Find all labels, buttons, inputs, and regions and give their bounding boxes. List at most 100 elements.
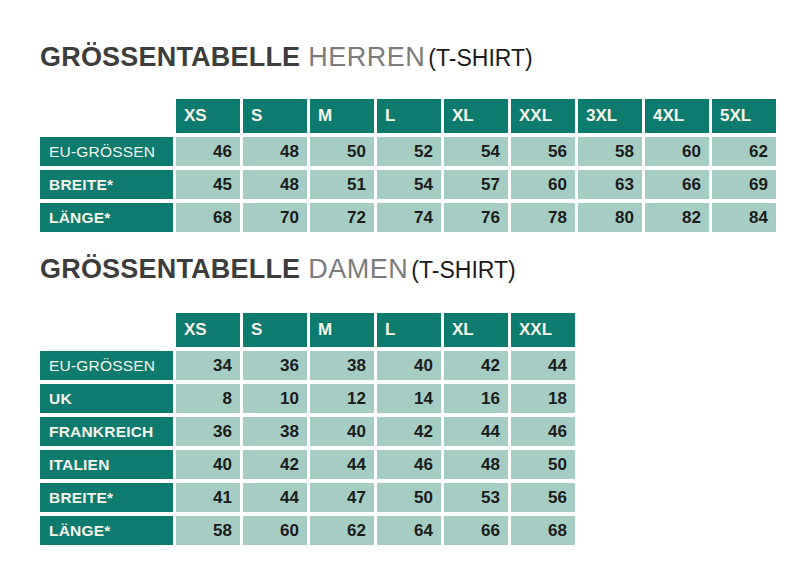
table-row-breite: BREITE* 45 48 51 54 57 60 63 66 69 xyxy=(40,170,776,199)
table-header-row: XS S M L XL XXL 3XL 4XL 5XL xyxy=(40,99,776,133)
table-header-row: XS S M L XL XXL xyxy=(40,313,575,347)
damen-size-table: XS S M L XL XXL EU-GRÖSSEN 34 36 38 40 4… xyxy=(40,313,575,549)
value-cell: 54 xyxy=(377,170,441,199)
value-cell: 68 xyxy=(176,203,240,232)
value-cell: 36 xyxy=(176,417,240,446)
table-row-italien: ITALIEN 40 42 44 46 48 50 xyxy=(40,450,575,479)
value-cell: 40 xyxy=(310,417,374,446)
value-cell: 12 xyxy=(310,384,374,413)
value-cell: 62 xyxy=(310,516,374,545)
row-label-cell: LÄNGE* xyxy=(40,516,173,545)
value-cell: 54 xyxy=(444,137,508,166)
value-cell: 10 xyxy=(243,384,307,413)
table-row-laenge: LÄNGE* 68 70 72 74 76 78 80 82 84 xyxy=(40,203,776,232)
value-cell: 57 xyxy=(444,170,508,199)
value-cell: 48 xyxy=(444,450,508,479)
value-cell: 84 xyxy=(712,203,776,232)
size-header-cell: M xyxy=(310,99,374,133)
title-category: HERREN xyxy=(308,42,425,72)
value-cell: 48 xyxy=(243,137,307,166)
row-label-cell: EU-GRÖSSEN xyxy=(40,137,173,166)
table-row-eu-groessen: EU-GRÖSSEN 46 48 50 52 54 56 58 60 62 xyxy=(40,137,776,166)
row-label-cell: FRANKREICH xyxy=(40,417,173,446)
value-cell: 47 xyxy=(310,483,374,512)
value-cell: 16 xyxy=(444,384,508,413)
size-header-cell: S xyxy=(243,313,307,347)
table-row-eu-groessen: EU-GRÖSSEN 34 36 38 40 42 44 xyxy=(40,351,575,380)
value-cell: 82 xyxy=(645,203,709,232)
value-cell: 76 xyxy=(444,203,508,232)
value-cell: 46 xyxy=(176,137,240,166)
title-product-type: (T-SHIRT) xyxy=(411,257,515,283)
size-header-cell: 3XL xyxy=(578,99,642,133)
value-cell: 41 xyxy=(176,483,240,512)
value-cell: 48 xyxy=(243,170,307,199)
value-cell: 70 xyxy=(243,203,307,232)
value-cell: 72 xyxy=(310,203,374,232)
value-cell: 34 xyxy=(176,351,240,380)
value-cell: 78 xyxy=(511,203,575,232)
value-cell: 42 xyxy=(377,417,441,446)
title-main: GRÖSSENTABELLE xyxy=(40,254,300,284)
value-cell: 50 xyxy=(377,483,441,512)
size-header-cell: L xyxy=(377,313,441,347)
row-label-cell: BREITE* xyxy=(40,483,173,512)
size-header-cell: XXL xyxy=(511,99,575,133)
table-row-frankreich: FRANKREICH 36 38 40 42 44 46 xyxy=(40,417,575,446)
size-header-cell: XL xyxy=(444,313,508,347)
value-cell: 44 xyxy=(444,417,508,446)
value-cell: 66 xyxy=(645,170,709,199)
value-cell: 66 xyxy=(444,516,508,545)
value-cell: 52 xyxy=(377,137,441,166)
row-label-cell: LÄNGE* xyxy=(40,203,173,232)
value-cell: 46 xyxy=(377,450,441,479)
size-header-cell: 5XL xyxy=(712,99,776,133)
title-category: DAMEN xyxy=(308,254,408,284)
value-cell: 68 xyxy=(511,516,575,545)
value-cell: 58 xyxy=(176,516,240,545)
value-cell: 60 xyxy=(645,137,709,166)
value-cell: 18 xyxy=(511,384,575,413)
value-cell: 46 xyxy=(511,417,575,446)
value-cell: 44 xyxy=(310,450,374,479)
empty-corner-cell xyxy=(40,313,173,347)
size-header-cell: XL xyxy=(444,99,508,133)
value-cell: 60 xyxy=(243,516,307,545)
value-cell: 53 xyxy=(444,483,508,512)
row-label-cell: UK xyxy=(40,384,173,413)
row-label-cell: BREITE* xyxy=(40,170,173,199)
value-cell: 42 xyxy=(243,450,307,479)
value-cell: 69 xyxy=(712,170,776,199)
size-header-cell: L xyxy=(377,99,441,133)
herren-size-table: XS S M L XL XXL 3XL 4XL 5XL EU-GRÖSSEN 4… xyxy=(40,99,776,236)
value-cell: 50 xyxy=(511,450,575,479)
value-cell: 45 xyxy=(176,170,240,199)
size-header-cell: XS xyxy=(176,313,240,347)
row-label-cell: EU-GRÖSSEN xyxy=(40,351,173,380)
value-cell: 51 xyxy=(310,170,374,199)
value-cell: 8 xyxy=(176,384,240,413)
value-cell: 74 xyxy=(377,203,441,232)
value-cell: 40 xyxy=(377,351,441,380)
value-cell: 36 xyxy=(243,351,307,380)
damen-section-title: GRÖSSENTABELLE DAMEN(T-SHIRT) xyxy=(40,256,516,283)
value-cell: 63 xyxy=(578,170,642,199)
table-row-breite: BREITE* 41 44 47 50 53 56 xyxy=(40,483,575,512)
value-cell: 14 xyxy=(377,384,441,413)
size-chart-page: GRÖSSENTABELLEHERREN(T-SHIRT) XS S M L X… xyxy=(0,0,803,583)
table-row-uk: UK 8 10 12 14 16 18 xyxy=(40,384,575,413)
value-cell: 60 xyxy=(511,170,575,199)
value-cell: 58 xyxy=(578,137,642,166)
value-cell: 38 xyxy=(310,351,374,380)
value-cell: 56 xyxy=(511,137,575,166)
value-cell: 44 xyxy=(243,483,307,512)
size-header-cell: M xyxy=(310,313,374,347)
value-cell: 44 xyxy=(511,351,575,380)
herren-section-title: GRÖSSENTABELLEHERREN(T-SHIRT) xyxy=(40,44,533,71)
title-product-type: (T-SHIRT) xyxy=(428,45,532,71)
empty-corner-cell xyxy=(40,99,173,133)
value-cell: 64 xyxy=(377,516,441,545)
value-cell: 42 xyxy=(444,351,508,380)
value-cell: 50 xyxy=(310,137,374,166)
size-header-cell: XS xyxy=(176,99,240,133)
